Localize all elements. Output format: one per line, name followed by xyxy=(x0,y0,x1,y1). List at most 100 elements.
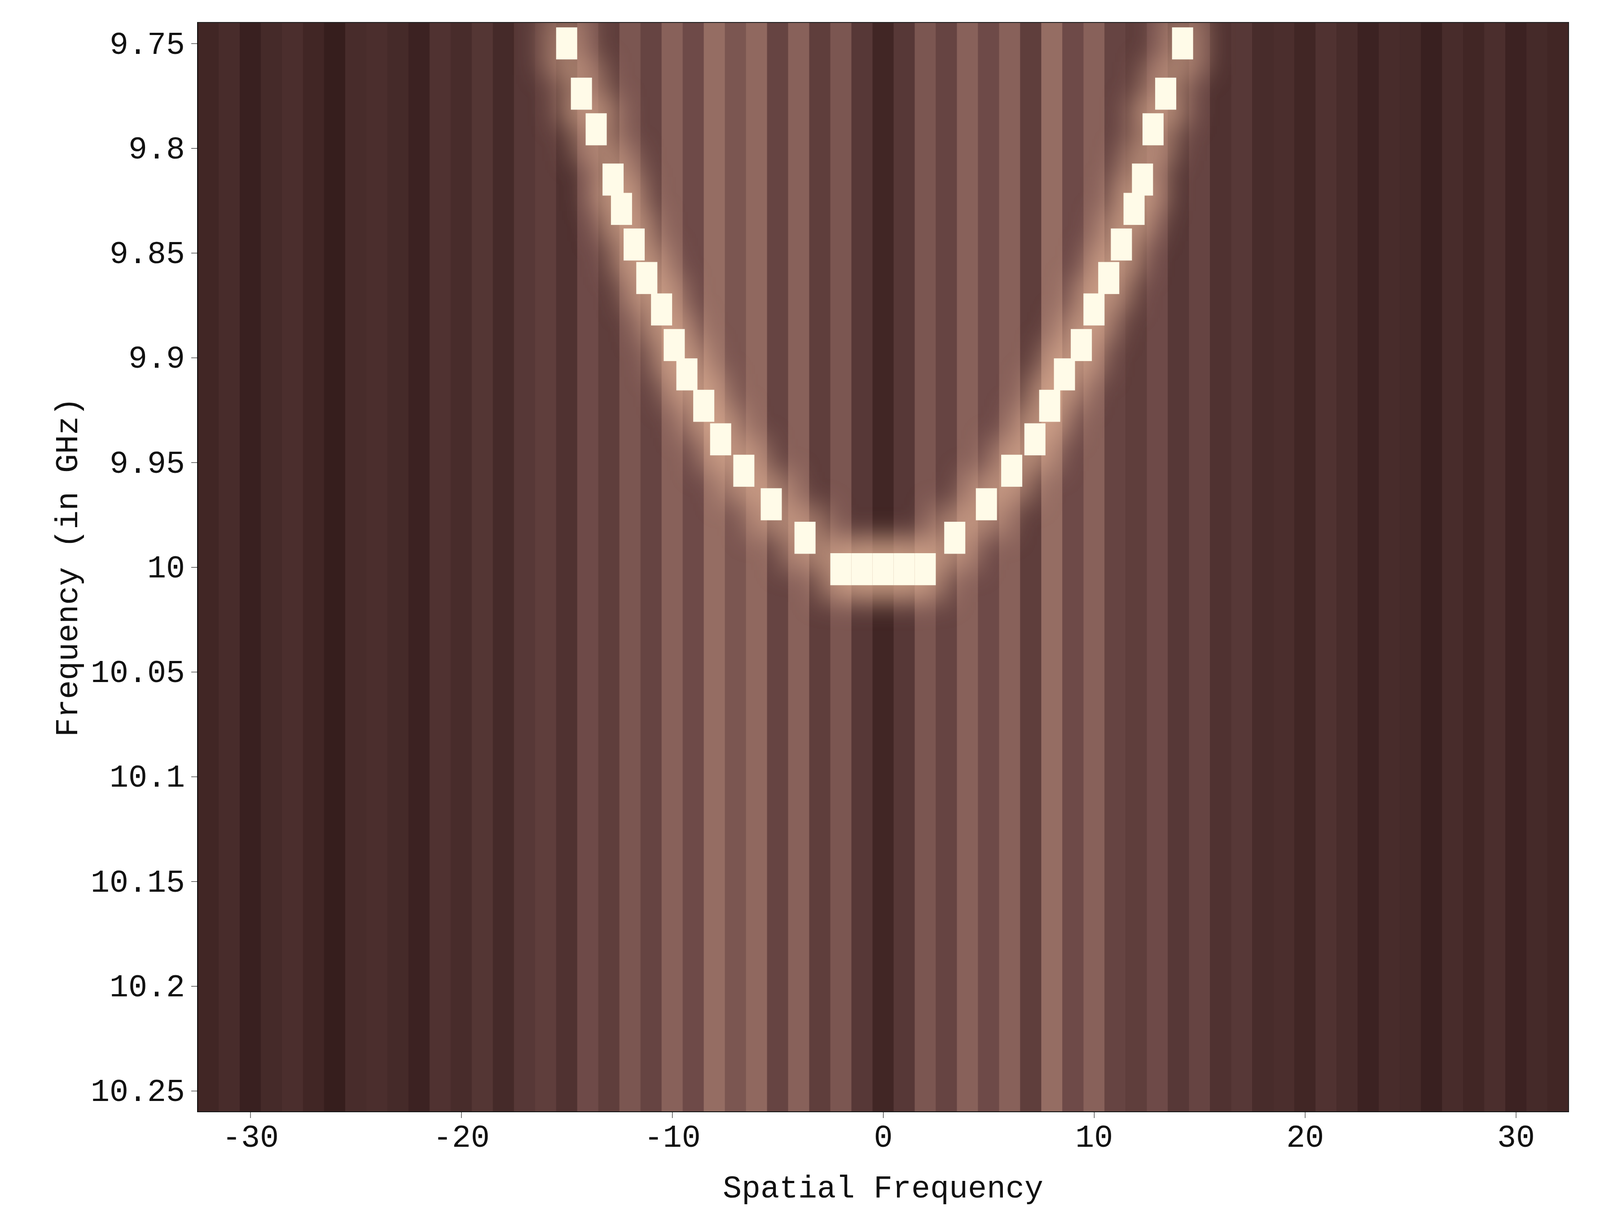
y-tick-mark xyxy=(191,776,198,778)
column-cell xyxy=(492,22,515,1112)
ridge-cell xyxy=(1172,27,1194,60)
ridge-cell xyxy=(1142,113,1164,146)
ridge-cell xyxy=(1155,77,1177,110)
ridge-cell xyxy=(585,113,607,146)
ridge-cell xyxy=(1001,454,1023,487)
column-cell xyxy=(408,22,430,1112)
column-cell xyxy=(1315,22,1337,1112)
y-tick-label: 9.9 xyxy=(128,341,185,378)
y-tick-mark xyxy=(191,881,198,882)
y-tick-label: 9.85 xyxy=(109,237,185,273)
ridge-cell xyxy=(1070,329,1092,361)
ridge-cell xyxy=(1039,389,1061,422)
column-cell xyxy=(281,22,304,1112)
y-tick-label: 10.05 xyxy=(90,655,185,692)
ridge-cell xyxy=(760,487,782,520)
x-tick-label: 20 xyxy=(1286,1120,1324,1157)
ridge-cell xyxy=(693,389,715,422)
x-tick-label: 0 xyxy=(873,1120,893,1157)
ridge-cell xyxy=(872,553,894,585)
x-axis-title: Spatial Frequency xyxy=(722,1171,1044,1207)
column-cell xyxy=(218,22,240,1112)
ridge-cell xyxy=(663,329,685,361)
x-tick-mark xyxy=(461,1111,462,1118)
ridge-cell xyxy=(636,262,658,295)
column-cell xyxy=(514,22,536,1112)
y-tick: 10.05 xyxy=(90,655,198,692)
ridge-cell xyxy=(623,228,645,261)
chart: -30-20-1001020309.759.89.859.99.951010.0… xyxy=(0,0,1600,1224)
column-cell xyxy=(1357,22,1379,1112)
y-tick-label: 10.1 xyxy=(109,760,185,796)
x-tick: 30 xyxy=(1497,1111,1535,1157)
y-tick: 10.15 xyxy=(90,865,198,902)
column-cell xyxy=(345,22,367,1112)
column-cell xyxy=(977,22,999,1112)
y-tick-label: 10.2 xyxy=(109,970,185,1006)
y-tick-label: 9.75 xyxy=(109,27,185,64)
column-cell xyxy=(914,22,936,1112)
column-cell xyxy=(661,22,683,1112)
column-cell xyxy=(260,22,282,1112)
ridge-glow-cell xyxy=(1157,22,1209,76)
y-tick-label: 10.15 xyxy=(90,865,185,902)
column-cell xyxy=(1378,22,1400,1112)
x-tick: -10 xyxy=(644,1111,701,1157)
ridge-cell xyxy=(650,293,673,326)
column-cell xyxy=(556,22,578,1112)
y-axis-title: Frequency (in GHz) xyxy=(51,397,87,737)
ridge-cell xyxy=(1024,423,1046,456)
plot-background xyxy=(197,22,1569,1112)
y-tick-mark xyxy=(191,43,198,44)
y-tick: 10 xyxy=(147,551,198,587)
column-cell xyxy=(429,22,451,1112)
y-tick: 9.8 xyxy=(128,132,198,168)
y-tick: 10.25 xyxy=(90,1074,198,1111)
x-tick-mark xyxy=(883,1111,884,1118)
column-cell xyxy=(893,22,915,1112)
y-tick: 10.2 xyxy=(109,970,198,1006)
ridge-cell xyxy=(830,553,852,585)
column-cell xyxy=(324,22,346,1112)
column-cell xyxy=(1209,22,1231,1112)
column-cell xyxy=(1188,22,1210,1112)
y-axis-line xyxy=(197,22,198,1113)
ridge-cell xyxy=(794,521,816,554)
y-tick-mark xyxy=(191,1090,198,1091)
column-cell xyxy=(1399,22,1421,1112)
y-tick-label: 9.95 xyxy=(109,446,185,483)
ridge-cell xyxy=(1110,228,1132,261)
x-tick: 20 xyxy=(1286,1111,1324,1157)
y-tick-mark xyxy=(191,567,198,568)
ridge-cell xyxy=(733,454,755,487)
y-tick: 9.95 xyxy=(109,446,198,483)
y-tick-label: 10.25 xyxy=(90,1074,185,1111)
column-cell xyxy=(1041,22,1063,1112)
ridge-glow xyxy=(541,22,1209,602)
column-cell xyxy=(703,22,726,1112)
x-tick-mark xyxy=(672,1111,673,1118)
ridge-cell xyxy=(914,553,936,585)
x-tick-mark xyxy=(1094,1111,1095,1118)
column-cell xyxy=(471,22,493,1112)
y-tick-mark xyxy=(191,462,198,463)
column-cell xyxy=(1547,22,1569,1112)
ridge-cell xyxy=(710,423,732,456)
column-cell xyxy=(1484,22,1506,1112)
y-tick-label: 9.8 xyxy=(128,132,185,168)
x-tick-mark xyxy=(1516,1111,1517,1118)
column-cell xyxy=(1230,22,1253,1112)
column-cell xyxy=(998,22,1020,1112)
column-cell xyxy=(303,22,325,1112)
y-tick-mark xyxy=(191,357,198,358)
y-tick-mark xyxy=(191,985,198,987)
x-tick: -30 xyxy=(222,1111,279,1157)
y-axis: 9.75 9.8 9.85 9.9 9.95 10 10.05 10.1 10.15 10.2 10… xyxy=(90,22,198,1113)
x-tick-label: -30 xyxy=(222,1120,279,1157)
x-tick-label: 30 xyxy=(1497,1120,1535,1157)
ridge-cell xyxy=(1098,262,1120,295)
ridge-cell xyxy=(1123,193,1145,225)
column-cell xyxy=(450,22,472,1112)
plot: -30-20-1001020309.759.89.859.99.951010.0… xyxy=(90,11,1570,1156)
ridge-cell xyxy=(610,193,633,225)
